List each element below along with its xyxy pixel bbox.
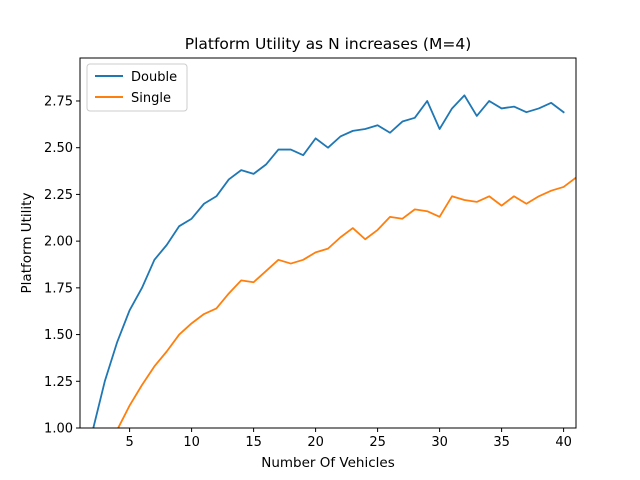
x-tick-label: 10 xyxy=(183,435,200,450)
series-layer xyxy=(92,94,576,428)
x-tick-label: 20 xyxy=(307,435,324,450)
x-axis-label: Number Of Vehicles xyxy=(261,455,395,471)
plot-frame xyxy=(79,57,577,429)
y-tick-label: 2.25 xyxy=(44,188,73,203)
x-axis-ticks: 5 10 15 20 25 30 35 40 xyxy=(125,428,572,450)
x-tick-label: 5 xyxy=(125,435,133,450)
chart-title: Platform Utility as N increases (M=4) xyxy=(185,35,472,53)
x-tick-label: 35 xyxy=(493,435,510,450)
y-tick-label: 2.75 xyxy=(44,94,73,109)
legend: Double Single xyxy=(86,63,188,112)
y-tick-label: 1.25 xyxy=(44,375,73,390)
series-line-single xyxy=(117,176,576,428)
x-tick-label: 15 xyxy=(245,435,262,450)
series-line-double xyxy=(92,94,565,428)
x-tick-label: 40 xyxy=(555,435,572,450)
y-axis-ticks: 1.00 1.25 1.50 1.75 2.00 2.25 2.50 2.75 xyxy=(44,94,80,437)
y-tick-label: 2.00 xyxy=(44,235,73,250)
y-tick-label: 1.00 xyxy=(44,422,73,437)
x-tick-label: 25 xyxy=(369,435,386,450)
x-tick-label: 30 xyxy=(431,435,448,450)
y-tick-label: 1.75 xyxy=(44,281,73,296)
y-tick-label: 1.50 xyxy=(44,328,73,343)
y-tick-label: 2.50 xyxy=(44,141,73,156)
legend-label-double: Double xyxy=(131,70,177,85)
legend-label-single: Single xyxy=(131,91,171,106)
y-axis-label: Platform Utility xyxy=(19,193,35,294)
